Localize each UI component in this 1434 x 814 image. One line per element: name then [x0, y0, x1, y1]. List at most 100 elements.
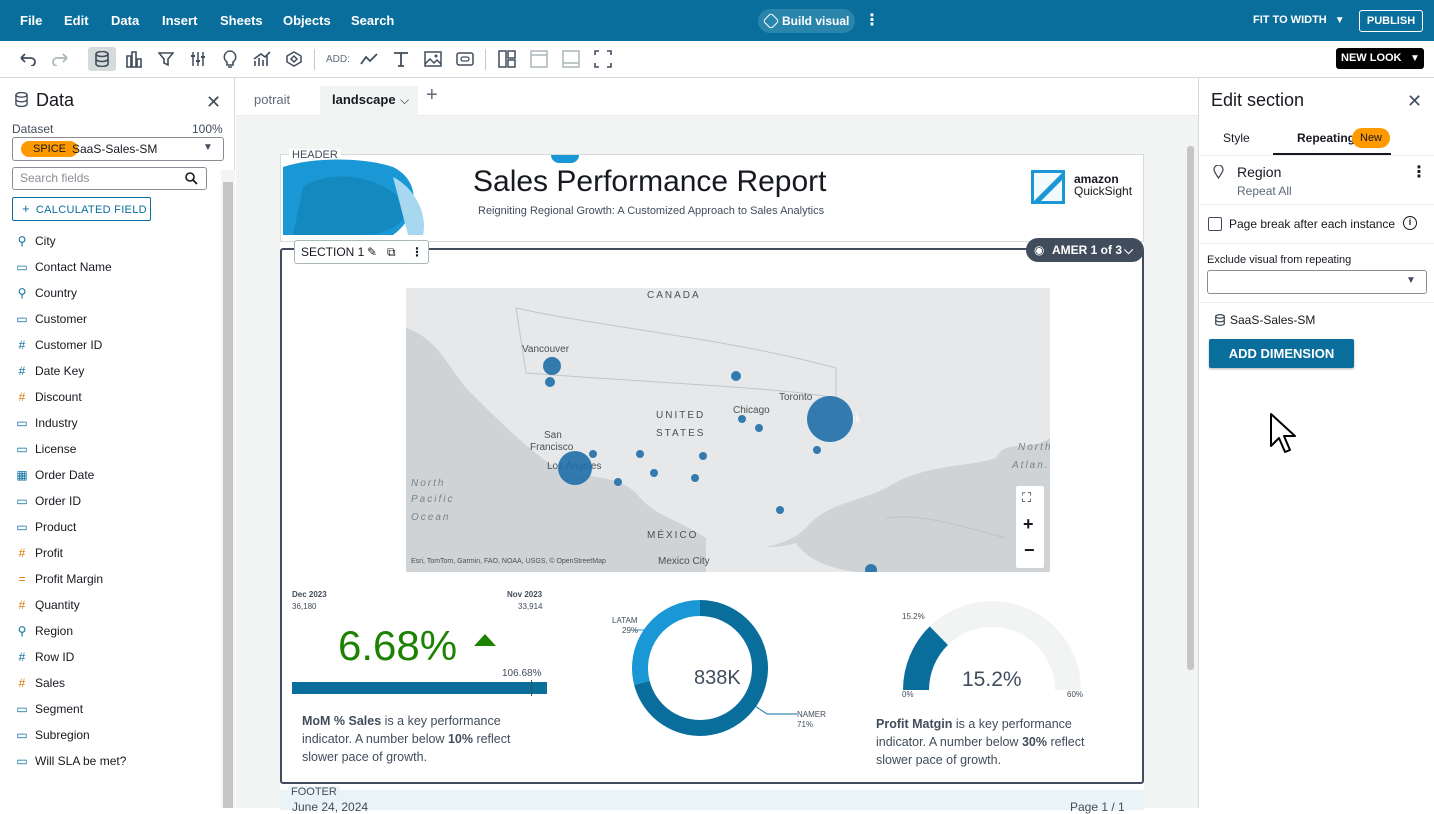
- more-options-icon[interactable]: ⋮: [864, 12, 880, 29]
- donut-slice[interactable]: [634, 600, 768, 736]
- section-icon[interactable]: [591, 47, 615, 71]
- add-dimension-button[interactable]: ADD DIMENSION: [1209, 339, 1354, 368]
- scrollbar-thumb[interactable]: [1187, 146, 1194, 670]
- map-point[interactable]: [731, 371, 741, 381]
- zoom-out-icon[interactable]: −: [1024, 540, 1035, 560]
- add-sheet-icon[interactable]: +: [426, 84, 438, 106]
- calculated-field-button[interactable]: + CALCULATED FIELD: [12, 197, 151, 221]
- dataset-select[interactable]: SPICE SaaS-Sales-SM ▼: [12, 137, 224, 161]
- add-insight-icon[interactable]: [453, 47, 477, 71]
- field-item[interactable]: ▭ Will SLA be met?: [16, 751, 126, 771]
- menu-sheets[interactable]: Sheets: [220, 13, 263, 28]
- fit-to-width-dropdown[interactable]: FIT TO WIDTH ▼: [1253, 0, 1345, 41]
- more-options-icon[interactable]: ⋮: [411, 245, 423, 259]
- field-item[interactable]: ▭ Subregion: [16, 725, 89, 745]
- field-item[interactable]: ▭ Segment: [16, 699, 83, 719]
- tab-style[interactable]: Style: [1223, 131, 1250, 145]
- page-break-checkbox[interactable]: [1208, 217, 1222, 231]
- map-point[interactable]: [650, 469, 658, 477]
- field-item[interactable]: # Date Key: [16, 361, 85, 381]
- field-item[interactable]: ⚲ Region: [16, 621, 73, 641]
- close-icon[interactable]: ✕: [1407, 91, 1423, 111]
- field-item[interactable]: # Row ID: [16, 647, 75, 667]
- field-item[interactable]: ▭ Customer: [16, 309, 87, 329]
- field-item[interactable]: # Profit: [16, 543, 63, 563]
- filter-icon[interactable]: [154, 47, 178, 71]
- map-point[interactable]: [865, 564, 877, 572]
- close-icon[interactable]: ✕: [206, 92, 222, 112]
- section-label[interactable]: SECTION 1 ✎ ⧉ ⋮: [294, 240, 429, 264]
- info-icon[interactable]: i: [1403, 216, 1417, 230]
- map-visual[interactable]: CANADA Vancouver UNITED STATES Chicago Toront…: [406, 288, 1050, 572]
- field-item[interactable]: ⚲ City: [16, 231, 56, 251]
- field-item[interactable]: # Discount: [16, 387, 82, 407]
- tab-repeating[interactable]: Repeating: [1297, 131, 1356, 145]
- field-item[interactable]: ▭ License: [16, 439, 76, 459]
- exclude-visual-select[interactable]: ▼: [1207, 270, 1427, 294]
- field-item[interactable]: ▦ Order Date: [16, 465, 94, 485]
- report-footer[interactable]: FOOTER June 24, 2024 Page 1 / 1: [280, 786, 1144, 814]
- gauge-chart[interactable]: [892, 590, 1092, 700]
- field-item[interactable]: = Profit Margin: [16, 569, 103, 589]
- map-point[interactable]: [755, 424, 763, 432]
- field-item[interactable]: ▭ Product: [16, 517, 76, 537]
- forecast-icon[interactable]: [250, 47, 274, 71]
- edit-icon[interactable]: ✎: [367, 245, 378, 259]
- map-point[interactable]: [813, 446, 821, 454]
- donut-chart[interactable]: [602, 584, 802, 754]
- focus-icon[interactable]: ⛶: [1022, 490, 1032, 505]
- add-text-icon[interactable]: [389, 47, 413, 71]
- footer-icon[interactable]: [559, 47, 583, 71]
- map-point[interactable]: [589, 450, 597, 458]
- field-item[interactable]: # Sales: [16, 673, 65, 693]
- map-point[interactable]: [807, 396, 853, 442]
- publish-button[interactable]: PUBLISH: [1359, 10, 1423, 32]
- map-point[interactable]: [776, 506, 784, 514]
- header-icon[interactable]: [527, 47, 551, 71]
- map-point[interactable]: [545, 377, 555, 387]
- visuals-icon[interactable]: [122, 47, 146, 71]
- themes-icon[interactable]: [282, 47, 306, 71]
- add-image-icon[interactable]: [421, 47, 445, 71]
- map-point[interactable]: [738, 415, 746, 423]
- field-item[interactable]: # Quantity: [16, 595, 80, 615]
- repeat-instance-selector[interactable]: ◉ AMER 1 of 3 ⌵: [1026, 238, 1144, 262]
- field-item[interactable]: ⚲ Country: [16, 283, 77, 303]
- menu-insert[interactable]: Insert: [162, 13, 198, 28]
- parameters-icon[interactable]: [186, 47, 210, 71]
- menu-objects[interactable]: Objects: [283, 13, 331, 28]
- menu-edit[interactable]: Edit: [64, 13, 89, 28]
- map-point[interactable]: [699, 452, 707, 460]
- scrollbar-thumb[interactable]: [223, 182, 233, 808]
- field-item[interactable]: ▭ Industry: [16, 413, 77, 433]
- new-look-toggle[interactable]: NEW LOOK ▼: [1336, 48, 1424, 69]
- zoom-in-icon[interactable]: +: [1023, 514, 1034, 534]
- tab-potrait[interactable]: potrait: [254, 92, 291, 107]
- field-item[interactable]: ▭ Contact Name: [16, 257, 111, 277]
- scrollbar[interactable]: [221, 170, 235, 808]
- tab-landscape[interactable]: landscape ⌵: [320, 86, 418, 116]
- map-point[interactable]: [614, 478, 622, 486]
- layout-icon[interactable]: [495, 47, 519, 71]
- menu-file[interactable]: File: [20, 13, 43, 28]
- redo-icon[interactable]: [48, 47, 72, 71]
- map-point[interactable]: [558, 451, 592, 485]
- menu-data[interactable]: Data: [111, 13, 140, 28]
- more-options-icon[interactable]: ⋮: [1411, 164, 1427, 181]
- donut-slice[interactable]: [632, 600, 701, 685]
- report-header[interactable]: HEADER Sales Performance Report Reigniti…: [280, 149, 1144, 242]
- chevron-down-icon[interactable]: ⌵: [400, 93, 410, 107]
- map-point[interactable]: [543, 357, 561, 375]
- field-item[interactable]: ▭ Order ID: [16, 491, 81, 511]
- field-item[interactable]: # Customer ID: [16, 335, 103, 355]
- duplicate-icon[interactable]: ⧉: [387, 245, 396, 259]
- data-icon[interactable]: [88, 47, 116, 71]
- map-point[interactable]: [691, 474, 699, 482]
- map-point[interactable]: [636, 450, 644, 458]
- build-visual-button[interactable]: Build visual: [758, 9, 855, 33]
- canvas-scrollbar[interactable]: [1185, 130, 1196, 808]
- menu-search[interactable]: Search: [351, 13, 395, 28]
- section-1[interactable]: SECTION 1 ✎ ⧉ ⋮ ◉ AMER 1 of 3 ⌵ CAN: [280, 238, 1144, 784]
- add-chart-icon[interactable]: [357, 47, 381, 71]
- search-fields-input[interactable]: Search fields: [12, 167, 207, 190]
